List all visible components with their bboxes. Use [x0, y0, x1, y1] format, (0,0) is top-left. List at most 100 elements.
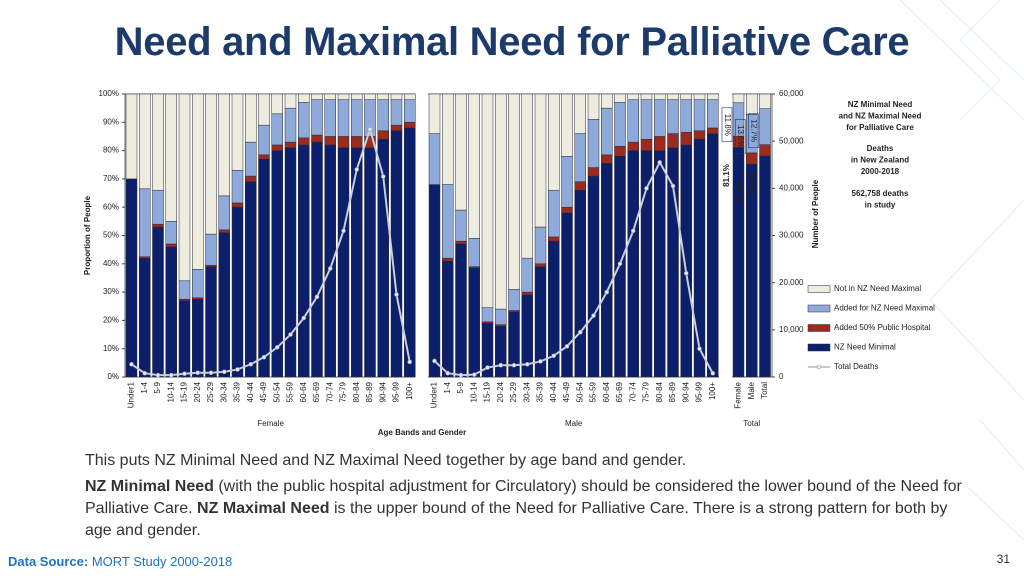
bar-segment [667, 99, 679, 134]
x-tick-label: 65-69 [615, 381, 624, 402]
bar-segment [245, 141, 257, 177]
bar-segment [587, 119, 600, 168]
bar-segment [271, 93, 283, 115]
bar-segment [258, 158, 270, 378]
line-marker [129, 361, 134, 367]
bar-segment [428, 93, 441, 134]
bar-segment [351, 147, 363, 378]
bar-segment [271, 113, 283, 146]
bar-segment [442, 257, 454, 262]
line-marker [564, 344, 570, 349]
line-marker [341, 228, 346, 234]
y2-tick-label: 20,000 [779, 278, 804, 287]
legend-swatch [807, 343, 831, 352]
bar-segment [165, 93, 177, 222]
bar-segment [192, 93, 204, 270]
bar-segment [258, 154, 270, 160]
legend-label: NZ Need Minimal [834, 343, 896, 352]
line-marker [301, 315, 307, 321]
line-marker [288, 332, 293, 337]
x-tick-label: 35-39 [536, 381, 545, 402]
bar-segment [732, 93, 745, 104]
line-marker [604, 289, 610, 295]
x-tick-label: 60-64 [602, 381, 611, 402]
bar-segment [627, 93, 639, 100]
bar-segment [627, 141, 639, 151]
bold-run: NZ Maximal Need [197, 500, 330, 517]
y2-tick-label: 30,000 [779, 231, 804, 240]
bar-segment [640, 150, 653, 378]
bar-segment [165, 243, 177, 248]
x-tick-label: 15-19 [180, 381, 189, 402]
bar-segment [495, 308, 507, 325]
bar-segment [667, 133, 679, 149]
bar-segment [337, 93, 350, 100]
line-marker [485, 365, 490, 370]
chart-note: NZ Minimal Need [848, 100, 913, 109]
bar-segment [574, 181, 586, 191]
bar-segment [481, 93, 494, 308]
bar-segment [561, 212, 573, 378]
bar-segment [258, 93, 270, 126]
y-tick-label: 100% [99, 89, 119, 98]
value-label-box [734, 119, 746, 154]
x-tick-label: 55-59 [589, 381, 598, 402]
x-tick-label: 50-54 [575, 381, 584, 402]
bar-segment [165, 246, 177, 378]
bar-segment [218, 232, 230, 378]
bar-segment [587, 167, 600, 177]
bar-segment [298, 144, 310, 378]
bar-segment [271, 144, 283, 151]
bar-segment [521, 93, 533, 259]
line-marker [458, 372, 464, 378]
bar-segment [139, 93, 151, 190]
bar-segment [627, 150, 639, 378]
bar-segment [284, 107, 297, 143]
group-gap [415, 93, 428, 378]
bar-segment [574, 93, 586, 134]
bar-segment [601, 93, 613, 109]
bar-segment [601, 163, 613, 378]
bar-segment [442, 260, 454, 378]
x-tick-label: 95-99 [392, 381, 401, 402]
bar-segment [125, 93, 138, 180]
bar-segment [468, 93, 480, 239]
chart-note: in study [865, 201, 896, 210]
bar-segment [284, 93, 297, 109]
y-tick-label: 70% [103, 174, 119, 183]
y-tick-label: 80% [103, 146, 119, 155]
x-tick-label: 80-84 [655, 381, 664, 402]
bar-segment [442, 93, 454, 185]
x-tick-label: 15-19 [483, 381, 492, 402]
bar-segment [311, 93, 323, 100]
x-tick-label: Female [734, 381, 743, 408]
line-marker [235, 367, 240, 372]
bar-segment [284, 141, 297, 149]
bar-segment [390, 99, 403, 126]
x-tick-label: 50-54 [272, 381, 281, 402]
chart-note: and NZ Maximal Need [839, 112, 922, 121]
y-axis-label: Proportion of People [83, 195, 92, 275]
bar-segment [351, 99, 363, 137]
bar-segment [139, 188, 151, 257]
bar-segment [125, 178, 138, 378]
line-marker [498, 362, 504, 368]
bar-segment [364, 147, 376, 378]
legend-label: Total Deaths [834, 362, 878, 371]
bar-segment [351, 136, 363, 149]
chart-note: 562,758 deaths [852, 189, 909, 198]
x-tick-label: 100+ [708, 382, 717, 400]
bar-segment [324, 99, 336, 137]
line-marker [670, 183, 676, 189]
x-tick-label: Under1 [430, 381, 439, 408]
y-tick-label: 50% [103, 231, 119, 240]
bar-segment [390, 124, 403, 132]
line-marker [511, 362, 517, 368]
bar-segment [561, 206, 573, 214]
x-tick-label: 90-94 [378, 381, 387, 402]
bar-segment [654, 93, 666, 100]
bar-segment [601, 107, 613, 156]
bar-segment [508, 289, 520, 311]
bar-segment [152, 93, 164, 191]
line-marker [471, 372, 477, 377]
